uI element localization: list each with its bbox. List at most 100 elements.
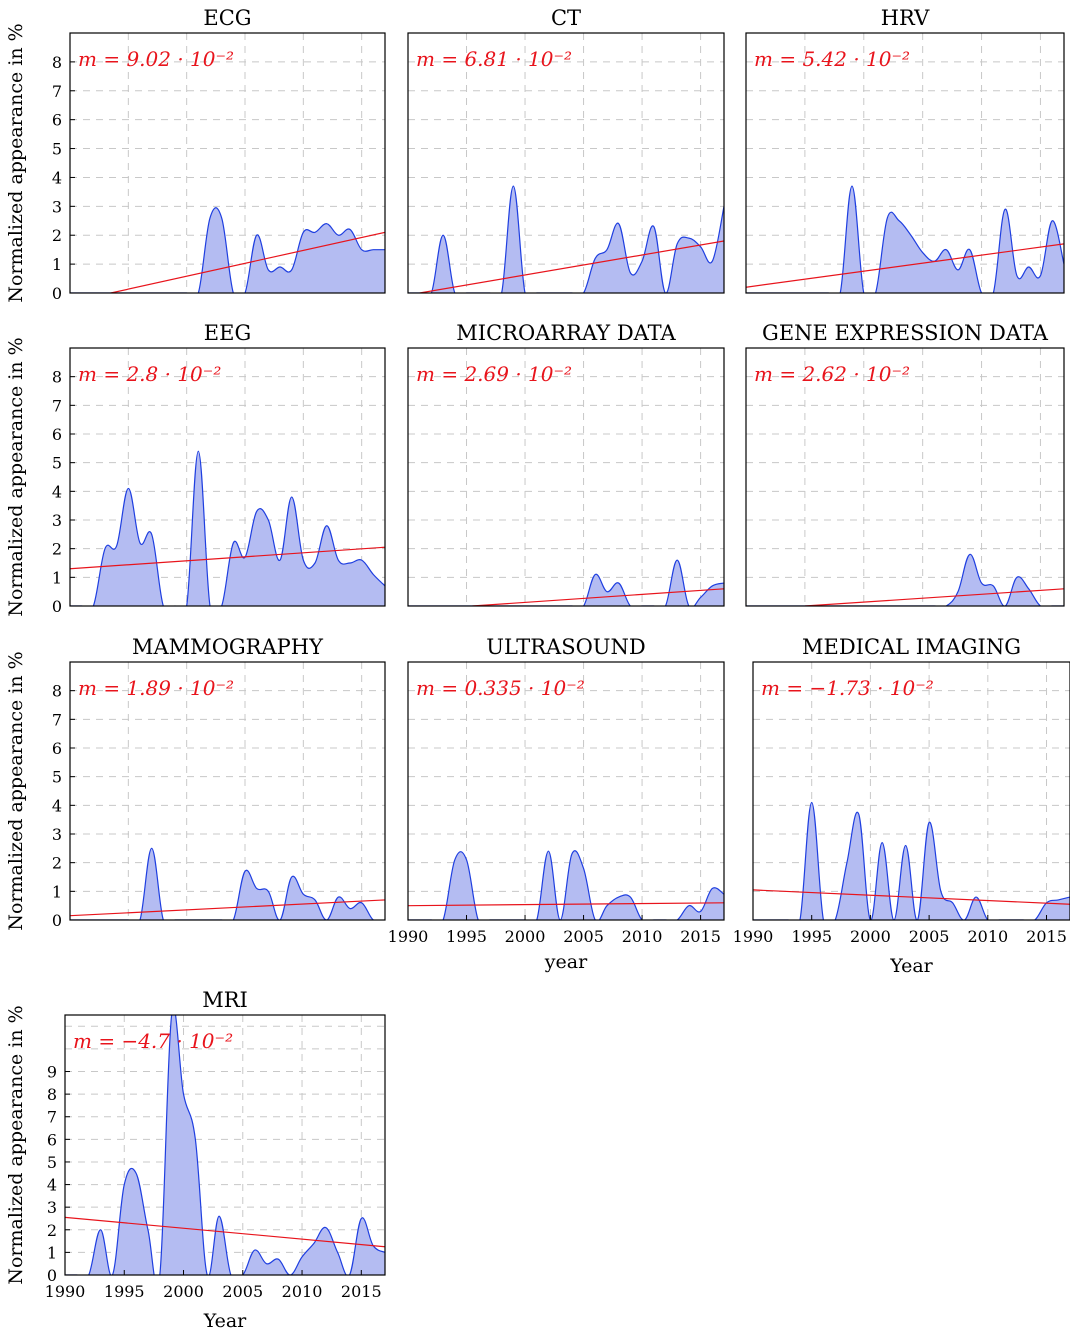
series-area (70, 207, 385, 293)
y-tick-label: 1 (52, 255, 62, 274)
y-tick-label: 2 (52, 540, 62, 559)
y-tick-label: 2 (52, 854, 62, 873)
x-tick-label: 2010 (282, 1282, 323, 1301)
y-tick-label: 4 (47, 1176, 57, 1195)
series-area (70, 848, 385, 920)
y-tick-label: 3 (52, 197, 62, 216)
series-area (408, 560, 724, 606)
y-tick-label: 6 (52, 111, 62, 130)
y-tick-label: 7 (52, 82, 62, 101)
trend-line (408, 902, 724, 907)
y-tick-label: 8 (52, 682, 62, 701)
grid-lines (408, 33, 724, 293)
y-tick-label: 8 (52, 53, 62, 72)
y-tick-label: 0 (47, 1266, 57, 1285)
y-tick-label: 6 (52, 425, 62, 444)
chart-panel-4: 0 1 2 3 4 5 6 7 8 EEG m = 2.8 · 10⁻² Normalized app… (5, 321, 386, 617)
chart-panel-2: CT m = 6.81 · 10⁻² (407, 6, 725, 294)
x-tick-label: 2005 (909, 927, 950, 946)
x-tick-label: 1990 (733, 927, 774, 946)
chart-title: ULTRASOUND (486, 635, 645, 659)
chart-title: MEDICAL IMAGING (802, 635, 1021, 659)
y-tick-label: 6 (47, 1130, 57, 1149)
series-line (408, 850, 724, 920)
slope-annotation: m = 1.89 · 10⁻² (78, 676, 234, 700)
x-tick-label: 1995 (446, 927, 487, 946)
y-tick-label: 4 (52, 482, 62, 501)
trend-line (804, 588, 1064, 606)
y-tick-label: 0 (52, 597, 62, 616)
x-axis-label: Year (203, 1310, 247, 1332)
y-tick-label: 7 (47, 1108, 57, 1127)
series-area (65, 1015, 385, 1275)
chart-title: ECG (203, 6, 251, 30)
series-area (746, 186, 1064, 293)
plot-frame (69, 32, 386, 294)
y-tick-label: 1 (47, 1243, 57, 1262)
grid-lines (65, 1015, 385, 1275)
chart-panel-3: HRV m = 5.42 · 10⁻² (745, 6, 1065, 294)
x-tick-label: 2000 (505, 927, 546, 946)
y-axis-label: Normalized appearance in % (5, 337, 27, 616)
series-area (70, 451, 385, 606)
chart-panel-8: 1990 1995 2000 2005 2010 2015 ULTRASOUND m = 0.… (388, 635, 725, 973)
trend-line (70, 546, 385, 570)
x-tick-label: 1990 (45, 1282, 86, 1301)
x-tick-label: 1995 (104, 1282, 145, 1301)
series-line (408, 559, 724, 606)
plot-frame (64, 1014, 386, 1276)
x-axis-label: Year (889, 955, 933, 977)
trend-line (753, 889, 1070, 905)
x-tick-label: 2000 (850, 927, 891, 946)
slope-annotation: m = 9.02 · 10⁻² (78, 47, 234, 71)
series-line (65, 1015, 385, 1275)
trend-line (419, 240, 724, 293)
y-tick-label: 2 (52, 226, 62, 245)
series-area (746, 554, 1064, 606)
y-tick-label: 0 (52, 911, 62, 930)
trend-line (70, 899, 385, 917)
x-tick-label: 1990 (388, 927, 429, 946)
chart-panel-6: GENE EXPRESSION DATA m = 2.62 · 10⁻² (745, 321, 1065, 607)
plot-frame (407, 32, 725, 294)
grid-lines (70, 33, 385, 293)
x-tick-label: 1995 (791, 927, 832, 946)
x-tick-label: 2015 (1026, 927, 1067, 946)
plot-frame (407, 347, 725, 607)
plot-frame (745, 347, 1065, 607)
y-tick-label: 8 (47, 1085, 57, 1104)
y-tick-label: 5 (52, 768, 62, 787)
x-tick-label: 2015 (680, 927, 721, 946)
slope-annotation: m = 2.69 · 10⁻² (416, 362, 572, 386)
grid-lines (70, 348, 385, 606)
slope-annotation: m = −1.73 · 10⁻² (761, 676, 934, 700)
slope-annotation: m = 2.8 · 10⁻² (78, 362, 221, 386)
y-tick-label: 8 (52, 368, 62, 387)
chart-panel-9: 1990 1995 2000 2005 2010 2015 MEDICAL IMAGING m… (733, 635, 1070, 977)
y-tick-label: 3 (52, 511, 62, 530)
chart-title: CT (551, 6, 581, 30)
chart-title: EEG (204, 321, 251, 345)
chart-panel-1: 0 1 2 3 4 5 6 7 8 ECG m = 9.02 · 10⁻² Normalized ap… (5, 6, 386, 303)
trend-line (110, 231, 385, 293)
y-tick-label: 5 (52, 140, 62, 159)
plot-frame (69, 347, 386, 607)
x-axis-label: year (544, 951, 588, 973)
x-tick-label: 2005 (563, 927, 604, 946)
y-tick-label: 6 (52, 739, 62, 758)
trend-line (65, 1216, 385, 1248)
slope-annotation: m = −4.7 · 10⁻² (73, 1029, 233, 1053)
y-tick-label: 2 (47, 1221, 57, 1240)
chart-title: HRV (881, 6, 930, 30)
y-axis-label: Normalized appearance in % (5, 651, 27, 930)
chart-panel-7: 0 1 2 3 4 5 6 7 8 MAMMOGRAPHY m = 1.89 · 10⁻² Norma… (5, 635, 386, 931)
x-tick-label: 2010 (622, 927, 663, 946)
grid-lines (746, 348, 1064, 606)
chart-panel-5: MICROARRAY DATA m = 2.69 · 10⁻² (407, 321, 725, 607)
x-tick-label: 2010 (967, 927, 1008, 946)
chart-panel-10: 0 1 2 3 4 5 6 7 8 9 1990 1995 2000 2005 2010 2015 MRI m =… (5, 988, 386, 1332)
y-tick-label: 5 (52, 454, 62, 473)
y-axis-label: Normalized appearance in % (5, 23, 27, 302)
series-line (408, 185, 724, 293)
